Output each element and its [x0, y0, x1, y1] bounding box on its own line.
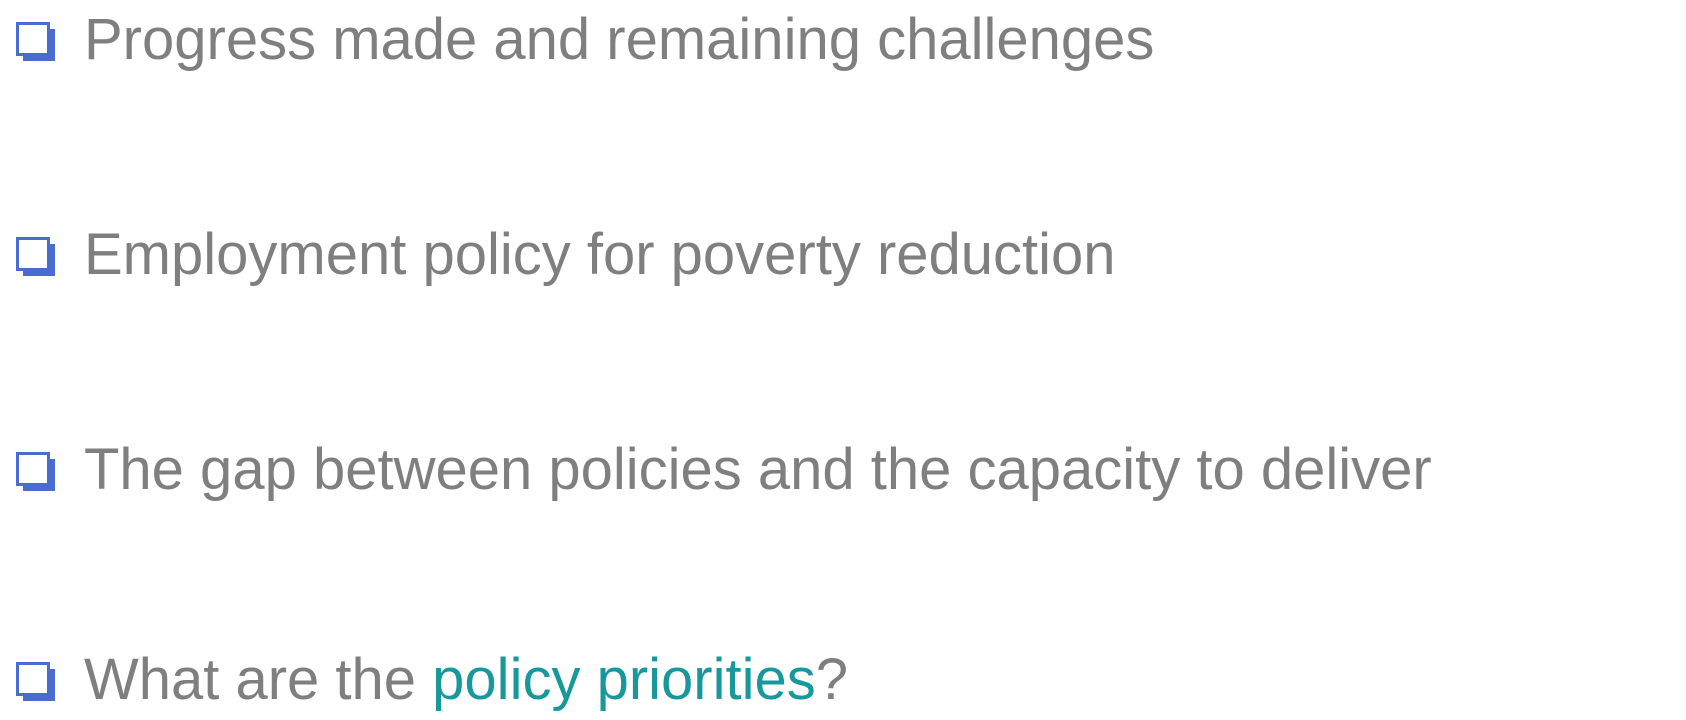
text-segment: What are the	[84, 647, 433, 712]
item-text: Employment policy for poverty reduction	[84, 215, 1116, 295]
list-item: What are the policy priorities?	[0, 640, 1686, 720]
text-segment: Progress made and remaining challenges	[84, 7, 1155, 72]
list-item: The gap between policies and the capacit…	[0, 430, 1686, 510]
bullet	[16, 662, 55, 701]
item-text: Progress made and remaining challenges	[84, 0, 1154, 80]
text-segment: The gap between policies and the capacit…	[84, 437, 1432, 502]
bullet	[16, 452, 55, 491]
text-segment: ?	[815, 647, 849, 712]
item-text: What are the policy priorities?	[84, 640, 848, 720]
highlight-text: policy priorities	[432, 647, 816, 712]
text-segment: Employment policy for poverty reduction	[84, 222, 1116, 287]
list-item: Employment policy for poverty reduction	[0, 215, 1686, 295]
list-item: Progress made and remaining challenges	[0, 0, 1686, 80]
bullet	[16, 237, 55, 276]
item-text: The gap between policies and the capacit…	[84, 430, 1432, 510]
bullet	[16, 22, 55, 61]
